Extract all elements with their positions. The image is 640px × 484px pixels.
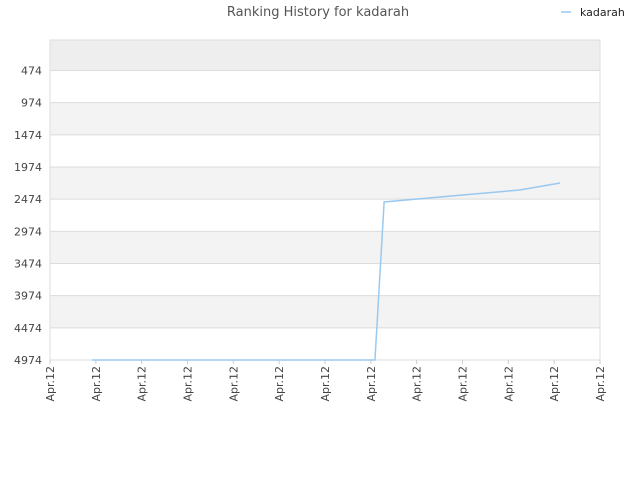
x-tick-label: Apr.12 xyxy=(365,366,378,402)
y-tick-label: 1474 xyxy=(14,129,42,142)
x-tick-label: Apr.12 xyxy=(319,366,332,402)
y-tick-label: 3474 xyxy=(14,257,42,270)
x-tick-label: Apr.12 xyxy=(90,366,103,402)
legend-label: kadarah xyxy=(580,6,625,19)
x-tick-label: Apr.12 xyxy=(457,366,470,402)
band xyxy=(50,295,600,328)
band xyxy=(50,327,600,360)
x-tick-label: Apr.12 xyxy=(273,366,286,402)
x-tick-label: Apr.12 xyxy=(136,366,149,402)
x-tick-label: Apr.12 xyxy=(594,366,607,402)
band xyxy=(50,134,600,167)
chart-title: Ranking History for kadarah xyxy=(227,5,409,20)
y-tick-label: 3974 xyxy=(14,290,42,303)
band xyxy=(50,199,600,232)
band xyxy=(50,102,600,135)
x-tick-label: Apr.12 xyxy=(44,366,57,402)
y-tick-label: 974 xyxy=(21,97,42,110)
y-tick-label: 474 xyxy=(21,64,42,77)
x-tick-label: Apr.12 xyxy=(182,366,195,402)
band xyxy=(50,263,600,296)
y-tick-label: 4474 xyxy=(14,322,42,335)
band xyxy=(50,70,600,103)
x-tick-label: Apr.12 xyxy=(548,366,561,402)
line xyxy=(92,182,561,361)
y-tick-label: 2974 xyxy=(14,225,42,238)
band xyxy=(50,40,600,71)
x-tick-label: Apr.12 xyxy=(227,366,240,402)
band xyxy=(50,166,600,200)
band xyxy=(50,231,600,264)
y-tick-label: 2474 xyxy=(14,193,42,206)
x-tick-label: Apr.12 xyxy=(502,366,515,402)
y-tick-label: 4974 xyxy=(14,354,42,367)
x-tick-label: Apr.12 xyxy=(411,366,424,402)
y-tick-label: 1974 xyxy=(14,161,42,174)
